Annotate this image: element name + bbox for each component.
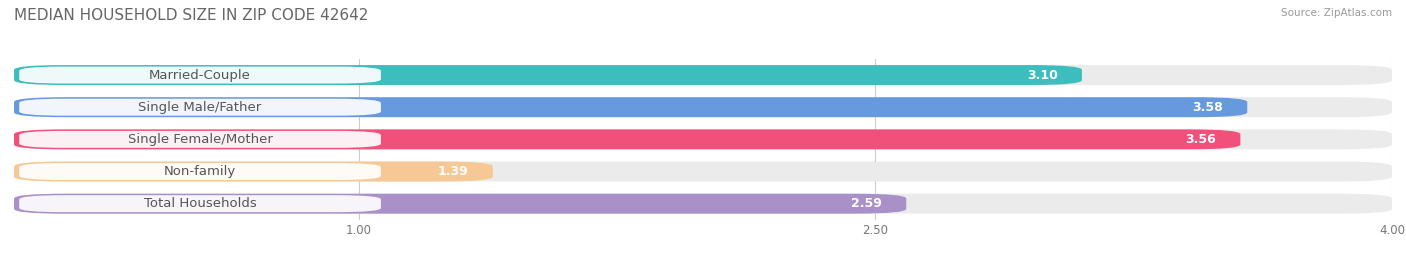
Text: Married-Couple: Married-Couple: [149, 69, 252, 81]
Text: 3.10: 3.10: [1026, 69, 1057, 81]
Text: Single Female/Mother: Single Female/Mother: [128, 133, 273, 146]
FancyBboxPatch shape: [20, 131, 381, 148]
Text: Non-family: Non-family: [165, 165, 236, 178]
FancyBboxPatch shape: [14, 129, 1392, 149]
FancyBboxPatch shape: [14, 194, 1392, 214]
FancyBboxPatch shape: [20, 163, 381, 180]
FancyBboxPatch shape: [14, 97, 1392, 117]
FancyBboxPatch shape: [20, 99, 381, 116]
Text: Source: ZipAtlas.com: Source: ZipAtlas.com: [1281, 8, 1392, 18]
FancyBboxPatch shape: [14, 65, 1392, 85]
FancyBboxPatch shape: [14, 194, 907, 214]
Text: 2.59: 2.59: [851, 197, 882, 210]
Text: 3.56: 3.56: [1185, 133, 1216, 146]
FancyBboxPatch shape: [20, 195, 381, 212]
Text: MEDIAN HOUSEHOLD SIZE IN ZIP CODE 42642: MEDIAN HOUSEHOLD SIZE IN ZIP CODE 42642: [14, 8, 368, 23]
Text: 3.58: 3.58: [1192, 101, 1223, 114]
FancyBboxPatch shape: [14, 65, 1083, 85]
Text: Single Male/Father: Single Male/Father: [138, 101, 262, 114]
Text: Total Households: Total Households: [143, 197, 256, 210]
Text: 1.39: 1.39: [439, 165, 468, 178]
FancyBboxPatch shape: [14, 162, 494, 181]
FancyBboxPatch shape: [14, 162, 1392, 181]
FancyBboxPatch shape: [14, 129, 1240, 149]
FancyBboxPatch shape: [20, 66, 381, 84]
FancyBboxPatch shape: [14, 97, 1247, 117]
